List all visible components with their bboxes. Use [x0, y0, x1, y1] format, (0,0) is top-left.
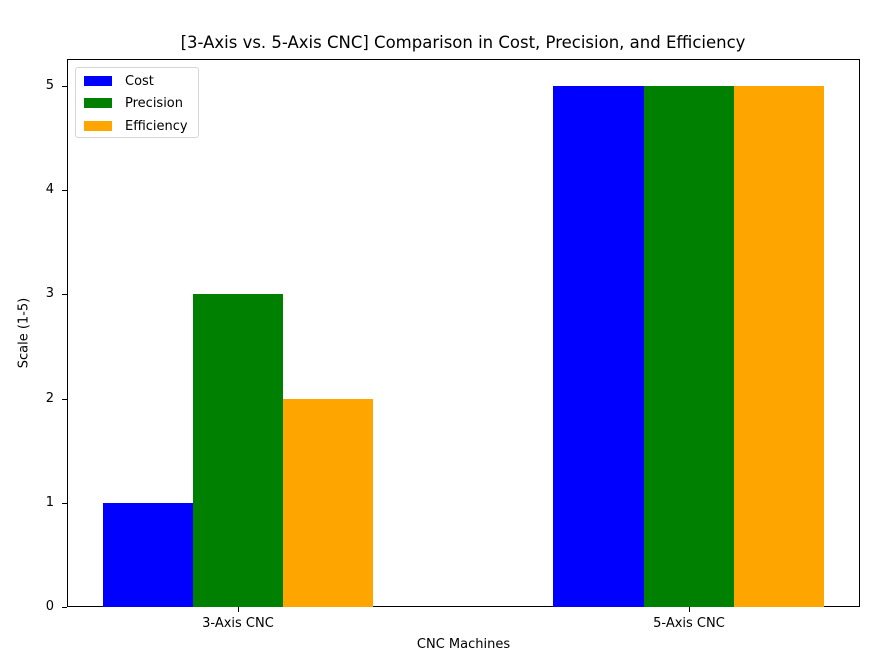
bar-5axis-efficiency: [734, 86, 824, 607]
plot-area: [67, 59, 860, 607]
y-tick-4: [62, 190, 67, 191]
x-tick-5axis: [689, 607, 690, 612]
y-tick-label: 4: [45, 182, 54, 197]
legend-item-precision: Precision: [84, 95, 183, 111]
chart-title: [3-Axis vs. 5-Axis CNC] Comparison in Co…: [180, 33, 746, 52]
y-tick-5: [62, 86, 67, 87]
x-axis-label: CNC Machines: [416, 637, 511, 652]
legend-swatch-cost: [84, 76, 112, 86]
x-tick-label-5axis: 5-Axis CNC: [653, 616, 725, 631]
legend: Cost Precision Efficiency: [75, 67, 199, 138]
legend-label-precision: Precision: [125, 95, 184, 111]
y-tick-label: 1: [45, 495, 54, 510]
x-tick-label-3axis: 3-Axis CNC: [202, 616, 274, 631]
bar-5axis-precision: [644, 86, 734, 607]
bar-3axis-precision: [193, 294, 283, 607]
bar-5axis-cost: [553, 86, 644, 607]
legend-item-efficiency: Efficiency: [84, 118, 188, 134]
y-tick-3: [62, 294, 67, 295]
legend-swatch-precision: [84, 98, 112, 108]
y-tick-label: 0: [45, 599, 54, 614]
y-tick-2: [62, 399, 67, 400]
bar-3axis-efficiency: [283, 399, 373, 607]
y-tick-0: [62, 607, 67, 608]
legend-item-cost: Cost: [84, 73, 154, 89]
y-tick-1: [62, 503, 67, 504]
x-tick-3axis: [238, 607, 239, 612]
y-tick-label: 2: [45, 391, 54, 406]
bar-3axis-cost: [103, 503, 193, 607]
legend-swatch-efficiency: [84, 121, 112, 131]
y-tick-label: 3: [45, 286, 54, 301]
legend-label-efficiency: Efficiency: [125, 118, 188, 134]
legend-label-cost: Cost: [125, 73, 154, 89]
y-tick-label: 5: [45, 78, 54, 93]
y-axis-label: Scale (1-5): [16, 297, 32, 369]
